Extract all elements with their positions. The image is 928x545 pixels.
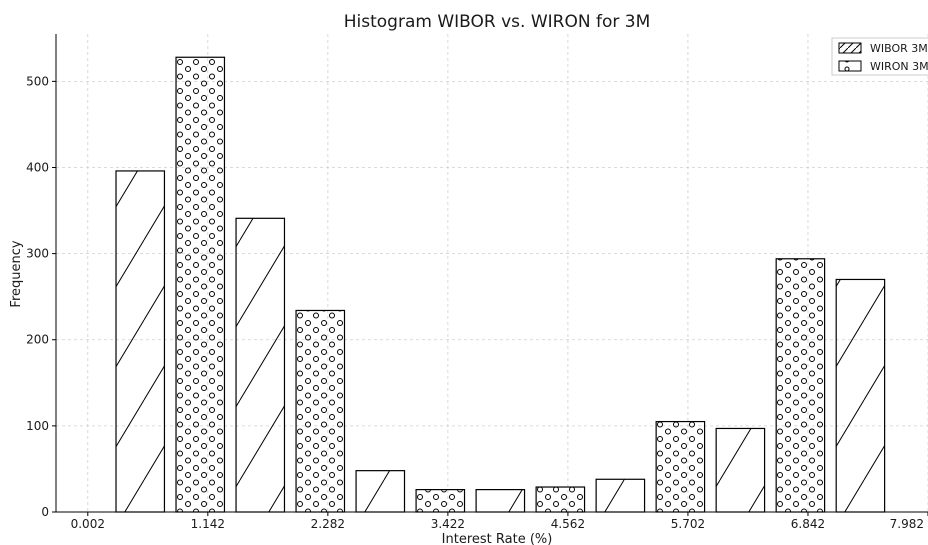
legend: WIBOR 3M WIRON 3M	[831, 37, 928, 76]
y-tick-label: 200	[26, 333, 49, 347]
bar-wiron	[295, 309, 346, 513]
axes-group	[52, 34, 928, 516]
bar-wiron	[175, 56, 226, 513]
bar-wibor	[475, 489, 526, 513]
y-axis-label: Frequency	[9, 240, 24, 307]
bar-wiron	[775, 258, 826, 513]
x-tick-label: 0.002	[71, 517, 105, 531]
x-tick-label: 1.142	[191, 517, 225, 531]
bar-wibor	[595, 478, 646, 513]
bar-wiron	[415, 489, 466, 513]
y-tick-label: 0	[41, 505, 49, 519]
x-tick-label: 5.702	[671, 517, 705, 531]
y-tick-label: 100	[26, 419, 49, 433]
legend-label-wiron: WIRON 3M	[870, 60, 928, 73]
y-tick-label: 500	[26, 74, 49, 88]
x-tick-label: 6.842	[791, 517, 825, 531]
bar-wibor	[235, 217, 286, 513]
x-tick-label: 4.562	[551, 517, 585, 531]
legend-swatch-wiron	[838, 60, 862, 72]
bar-wibor	[835, 278, 886, 513]
x-tick-label: 3.422	[431, 517, 465, 531]
y-tick-label: 400	[26, 160, 49, 174]
bar-wiron	[655, 420, 706, 513]
bar-wiron	[535, 486, 586, 513]
x-tick-label: 7.982	[890, 517, 924, 531]
tick-labels: 0 100 200 300 400 500 0.002 1.142 2.282 3.422 4.56…	[26, 74, 924, 531]
bar-wibor	[715, 427, 766, 513]
bar-wibor	[115, 170, 166, 513]
x-tick-label: 2.282	[311, 517, 345, 531]
legend-swatch-wibor	[838, 42, 862, 54]
legend-label-wibor: WIBOR 3M	[870, 42, 928, 55]
x-axis-label: Interest Rate (%)	[442, 532, 553, 545]
bars-group	[115, 56, 886, 513]
chart-title: Histogram WIBOR vs. WIRON for 3M	[344, 12, 651, 32]
bar-wibor	[355, 470, 406, 513]
y-tick-label: 300	[26, 247, 49, 261]
